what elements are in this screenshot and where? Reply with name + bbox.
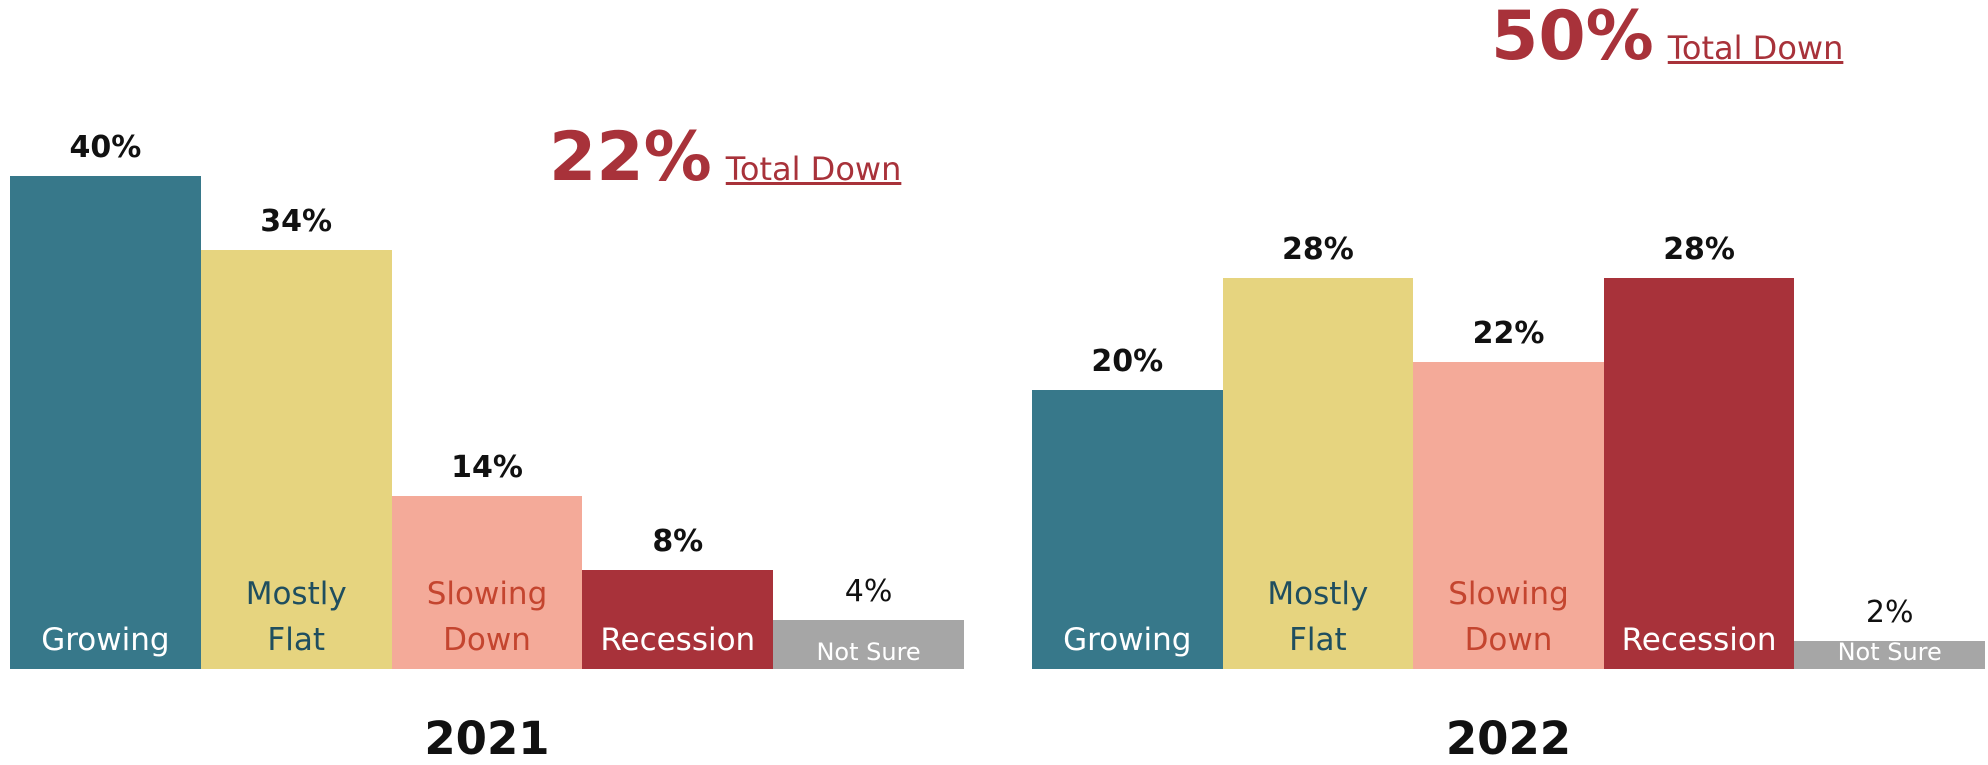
bar: Slowing Down (1413, 361, 1604, 669)
value-label: 4% (844, 573, 893, 609)
category-label: Mostly Flat (1267, 575, 1369, 658)
value-label: 22% (1472, 315, 1545, 351)
bar: Mostly Flat (1222, 278, 1414, 669)
category-label: Slowing Down (1448, 575, 1569, 658)
value-label: 40% (69, 129, 142, 165)
category-label: Not Sure (1837, 637, 1942, 666)
value-label: 20% (1091, 343, 1164, 379)
annotation-text: Total Down (725, 150, 902, 188)
category-label: Slowing Down (426, 575, 548, 658)
chart-title: 2022 (1445, 712, 1572, 765)
annotation-value: 22% (549, 118, 712, 197)
bar: Growing (1032, 389, 1223, 669)
value-label: 14% (451, 450, 523, 486)
bar: Not Sure (1794, 638, 1985, 669)
annotation: 22% Total Down (549, 118, 901, 197)
category-label: Growing (41, 621, 170, 658)
bar: Growing (10, 175, 201, 669)
value-label: 28% (1281, 232, 1354, 268)
bar: Slowing Down (391, 496, 583, 669)
category-label: Recession (600, 621, 756, 658)
value-label: 28% (1663, 232, 1735, 268)
value-label: 34% (260, 203, 333, 239)
annotation-value: 50% (1491, 0, 1654, 76)
category-label: Mostly Flat (245, 575, 347, 658)
annotation: 50% Total Down (1491, 0, 1843, 76)
annotation-text: Total Down (1667, 29, 1844, 67)
bar: Recession (1603, 278, 1795, 669)
value-label: 2% (1865, 595, 1914, 631)
value-label: 8% (652, 524, 704, 560)
category-label: Growing (1063, 621, 1192, 658)
bar: Not Sure (773, 619, 964, 669)
category-label: Not Sure (816, 637, 921, 666)
bar: Mostly Flat (200, 249, 392, 669)
category-label: Recession (1621, 621, 1777, 658)
bar: Recession (582, 570, 774, 669)
chart-title: 2021 (424, 712, 550, 765)
